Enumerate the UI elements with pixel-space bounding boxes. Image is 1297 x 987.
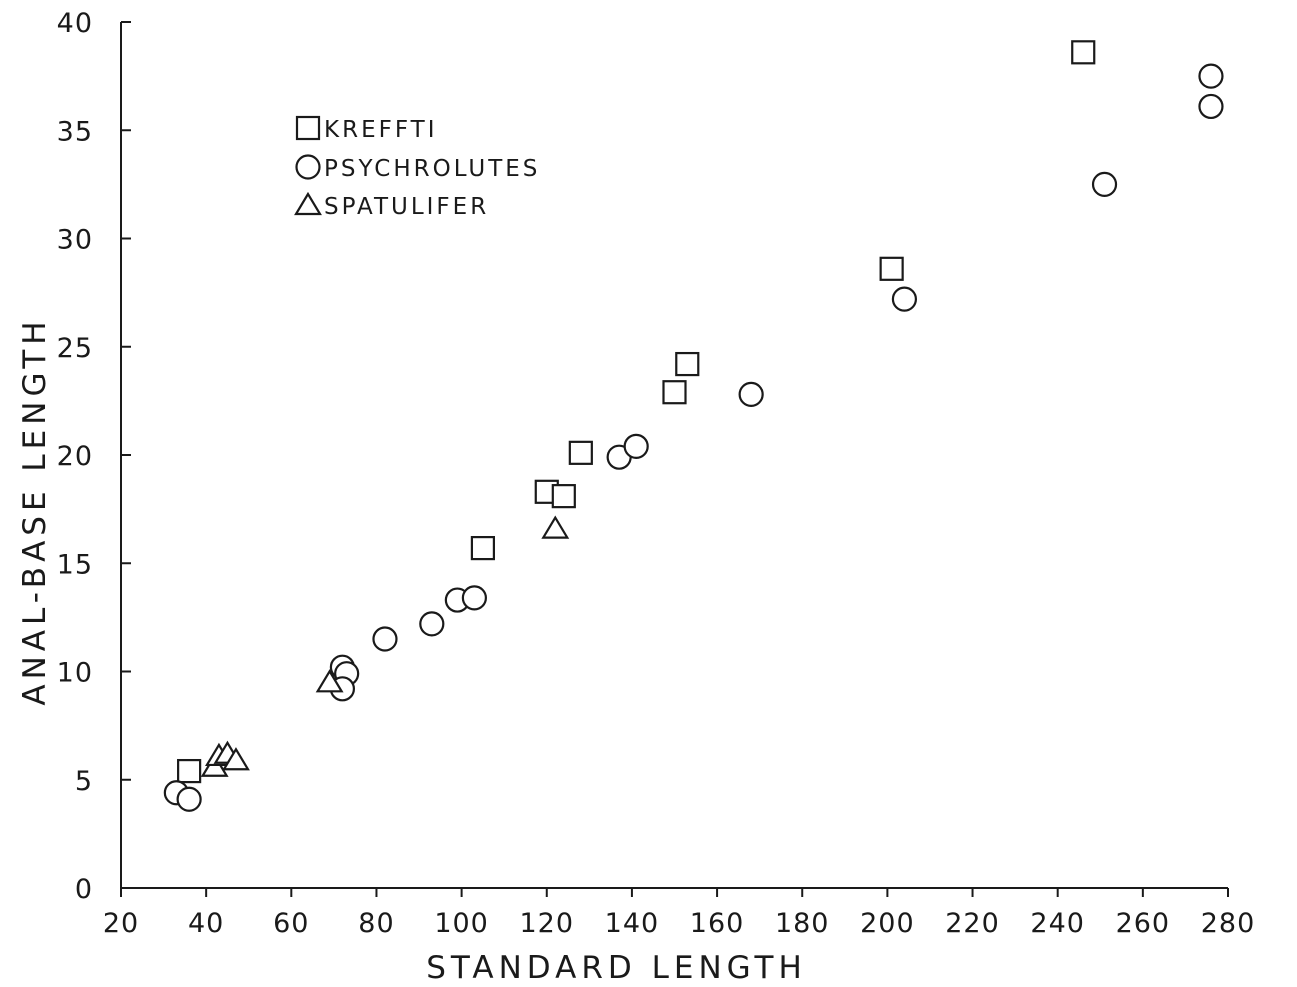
spatulifer-point [541, 515, 570, 539]
y-ticks: 0 5 10 15 20 25 30 35 40 [57, 8, 131, 905]
x-tick-label: 140 [605, 908, 660, 939]
x-tick-label: 120 [519, 908, 574, 939]
psychrolutes-point [1198, 93, 1224, 120]
legend-square-icon [295, 115, 321, 141]
x-tick-label: 180 [775, 908, 830, 939]
y-tick-label: 25 [57, 333, 93, 364]
y-tick-label: 30 [57, 225, 93, 256]
psychrolutes-point [623, 433, 649, 459]
y-tick-label: 10 [57, 658, 93, 689]
spatulifer-point [222, 747, 250, 771]
y-tick-label: 20 [57, 441, 93, 472]
legend-label: PSYCHROLUTES [324, 156, 540, 182]
psychrolutes-point [461, 585, 487, 611]
x-axis-label: STANDARD LENGTH [426, 950, 807, 986]
psychrolutes-point [372, 626, 398, 652]
x-ticks: 20 40 60 80 100 120 140 160 180 200 220 240 260 280 [103, 888, 1256, 939]
legend-triangle-icon [294, 191, 322, 216]
kreffti-point [551, 484, 576, 509]
kreffti-point [568, 440, 593, 465]
y-tick-label: 40 [57, 8, 93, 39]
x-tick-label: 60 [273, 908, 309, 939]
y-tick-label: 35 [57, 116, 93, 147]
x-tick-label: 80 [358, 908, 394, 939]
kreffti-point [879, 256, 904, 281]
psychrolutes-point [891, 286, 918, 312]
y-tick-label: 0 [75, 874, 93, 905]
x-tick-label: 20 [103, 908, 139, 939]
spatulifer-point [315, 669, 344, 693]
legend: KREFFTI PSYCHROLUTES SPATULIFER [294, 115, 540, 220]
x-tick-label: 280 [1201, 908, 1256, 939]
legend-label: SPATULIFER [324, 194, 489, 220]
x-tick-label: 260 [1116, 908, 1171, 939]
kreffti-point [675, 351, 700, 377]
legend-label: KREFFTI [324, 117, 437, 143]
x-tick-label: 200 [860, 908, 915, 939]
x-tick-label: 160 [690, 908, 745, 939]
x-tick-label: 220 [945, 908, 1000, 939]
legend-circle-icon [295, 154, 321, 180]
x-tick-label: 40 [188, 908, 224, 939]
axes: 20 40 60 80 100 120 140 160 180 200 220 240 260 280 0… [57, 8, 1256, 939]
x-tick-label: 100 [434, 908, 489, 939]
psychrolutes-point [1198, 63, 1224, 89]
kreffti-point [470, 535, 496, 561]
data-points [163, 40, 1224, 812]
y-tick-label: 5 [75, 766, 93, 797]
y-axis-label: ANAL-BASE LENGTH [17, 316, 53, 705]
x-tick-label: 240 [1030, 908, 1085, 939]
psychrolutes-point [176, 786, 202, 812]
psychrolutes-point [738, 381, 764, 407]
y-tick-label: 15 [57, 549, 93, 580]
kreffti-point [1071, 40, 1096, 65]
kreffti-point [177, 758, 202, 784]
psychrolutes-point [419, 611, 445, 637]
kreffti-point [662, 380, 687, 405]
psychrolutes-point [1091, 171, 1118, 197]
